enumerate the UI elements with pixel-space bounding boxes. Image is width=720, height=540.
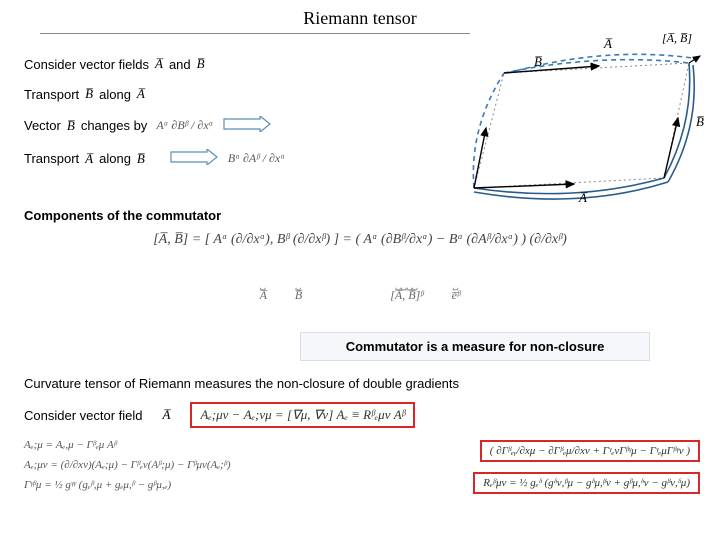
text-and: and [169,57,191,72]
math-B: B̅ [197,56,205,72]
title-underline [40,33,470,34]
line-vector-changes: Vector B̅ changes by Aᵅ ∂Bᵝ / ∂xᵅ [24,116,434,135]
consider-field-row: Consider vector field A̅ Aₑ;μν − Aₑ;νμ =… [24,402,696,428]
eq-christoffel: Γᵞᵝμ = ½ gᵞᵞ (gₑᵝ,μ + gₑμ,ᵝ − gᵝμ,ₑ) [24,476,231,496]
text-transport-1: Transport [24,87,79,102]
text-along-1: along [99,87,131,102]
line-consider-fields: Consider vector fields A̅ and B̅ [24,56,434,72]
diagram-label-A-bottom: A̅ [578,190,587,205]
arrow-right-icon-1 [222,116,272,135]
riemann-metric-box: Rₑᵝμν = ½ gₑᵟ (gᵟν,ᵝμ − gᵟμ,ᵝν + gᵝμ,ᵟν … [473,472,700,494]
eq-cov1: Aₑ;μ = Aₑ,μ − Γᵝₑμ Aᵝ [24,436,231,456]
body-text: Consider vector fields A̅ and B̅ Transpo… [24,56,434,182]
math-dA: Bᵅ ∂Aᵝ / ∂xᵅ [225,150,288,167]
line-transport-A: Transport A̅ along B̅ Bᵅ ∂Aᵝ / ∂xᵅ [24,149,434,168]
callout-commutator: Commutator is a measure for non-closure [300,332,650,361]
math-B4: B̅ [137,151,145,167]
line-transport-B: Transport B̅ along A̅ [24,86,434,102]
riemann-definition-box: Aₑ;μν − Aₑ;νμ = [∇μ, ∇ν] Aₑ ≡ Rᵝₑμν Aᵝ [190,402,415,428]
text-along-2: along [99,151,131,166]
diagram-label-B-top: B̅ [534,54,542,69]
text-transport-2: Transport [24,151,79,166]
math-dB: Aᵅ ∂Bᵝ / ∂xᵅ [153,117,216,134]
text-changes: changes by [81,118,148,133]
brace-labels: ⎵ A̅ ⎵ B̅ ⎵⎵⎵⎵ [A̅, B̅]ᵝ ⎵ e̅ᵝ [24,280,696,303]
eq-cov2: Aₑ;μν = (∂/∂xν)(Aₑ;μ) − Γᵝₑν(Aᵝ;μ) − Γᵝμ… [24,456,231,476]
components-label: Components of the commutator [24,208,696,223]
brace-AB: ⎵⎵⎵⎵ [A̅, B̅]ᵝ [390,280,423,303]
curvature-statement: Curvature tensor of Riemann measures the… [24,376,696,391]
brace-e: ⎵ e̅ᵝ [452,280,461,303]
math-A-field: A̅ [163,407,171,423]
math-B3: B̅ [67,118,75,134]
math-A2: A̅ [137,86,145,102]
math-B2: B̅ [85,86,93,102]
arrow-right-icon-2 [169,149,219,168]
covariant-derivative-eqs: Aₑ;μ = Aₑ,μ − Γᵝₑμ Aᵝ Aₑ;μν = (∂/∂xν)(Aₑ… [24,436,231,495]
math-A: A̅ [155,56,163,72]
math-A3: A̅ [85,151,93,167]
commutator-equation: [A̅, B̅] = [ Aᵅ (∂/∂xᵅ), Bᵝ (∂/∂xᵝ) ] = … [24,232,696,248]
text-consider-field: Consider vector field [24,408,143,423]
text-vector: Vector [24,118,61,133]
diagram-label-B-left: B̅ [696,114,704,129]
brace-B: ⎵ B̅ [295,280,302,303]
riemann-partial-box: ( ∂Γᵝₑᵧ/∂xμ − ∂Γᵝₑμ/∂xν + ΓᵞₑνΓᵝᵞμ − Γᵞₑ… [480,440,700,462]
diagram-label-AB: [A̅, B̅] [662,31,692,45]
brace-A: ⎵ A̅ [260,280,267,303]
parallelogram-diagram: A̅ A̅ B̅ B̅ [A̅, B̅] [434,28,714,218]
diagram-label-A-top: A̅ [603,36,612,51]
text-consider: Consider vector fields [24,57,149,72]
riemann-explicit: ( ∂Γᵝₑᵧ/∂xμ − ∂Γᵝₑμ/∂xν + ΓᵞₑνΓᵝᵞμ − Γᵞₑ… [473,440,700,494]
